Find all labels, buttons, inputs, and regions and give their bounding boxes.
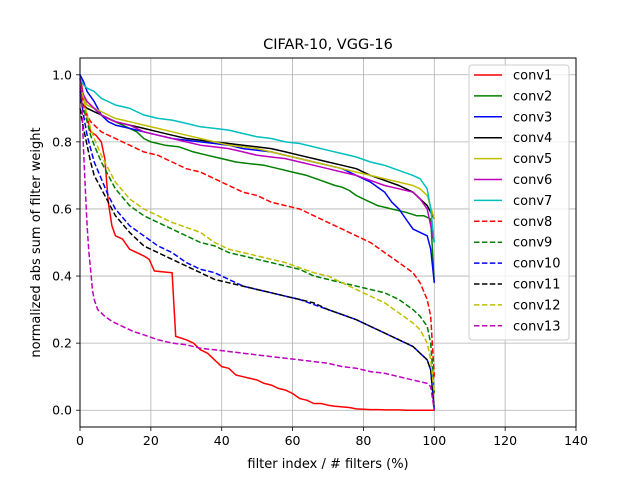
series-line-conv9 [79, 94, 436, 394]
x-tick-label: 60 [285, 433, 301, 448]
legend-label-conv7: conv7 [513, 194, 552, 209]
series-line-conv12 [79, 84, 436, 394]
y-tick-label: 0.8 [52, 134, 72, 149]
legend-label-conv4: conv4 [513, 131, 552, 146]
y-tick-label: 1.0 [52, 67, 72, 82]
legend-label-conv8: conv8 [513, 215, 552, 230]
series-line-conv7 [79, 77, 436, 243]
series-lines [79, 74, 436, 411]
x-tick-label: 100 [422, 433, 446, 448]
x-tick-label: 80 [355, 433, 371, 448]
series-line-conv3 [79, 74, 436, 283]
legend-label-conv11: conv11 [513, 278, 561, 293]
series-line-conv5 [79, 87, 436, 220]
series-line-conv13 [79, 78, 436, 411]
series-line-conv6 [79, 84, 436, 243]
y-tick-label: 0.6 [52, 201, 72, 216]
y-tick-label: 0.0 [52, 403, 72, 418]
x-tick-label: 140 [564, 433, 588, 448]
legend-label-conv2: conv2 [513, 89, 552, 104]
series-line-conv8 [79, 88, 436, 377]
axis-ticks: 0 20 40 60 80 100 120 140 0.0 0.2 0.4 0.6 0.8 1.0 [52, 67, 588, 448]
plot-area-frame [79, 57, 577, 428]
legend-label-conv1: conv1 [513, 69, 552, 84]
x-tick-label: 40 [214, 433, 230, 448]
chart-title: CIFAR-10, VGG-16 [263, 37, 393, 53]
y-tick-label: 0.2 [52, 336, 72, 351]
y-axis-label: normalized abs sum of filter weight [29, 127, 44, 357]
legend-label-conv6: conv6 [513, 173, 552, 188]
x-axis-label: filter index / # filters (%) [247, 457, 408, 472]
legend-label-conv12: conv12 [513, 298, 561, 313]
legend-label-conv13: conv13 [513, 319, 561, 334]
legend: conv1 conv2 conv3 conv4 conv5 conv6 conv7 conv8… [468, 64, 570, 341]
legend-label-conv3: conv3 [513, 110, 552, 125]
y-tick-label: 0.4 [52, 269, 72, 284]
x-tick-label: 20 [143, 433, 159, 448]
series-line-conv1 [79, 74, 435, 411]
legend-label-conv5: conv5 [513, 152, 552, 167]
legend-box [468, 64, 570, 341]
x-tick-label: 120 [493, 433, 517, 448]
legend-label-conv10: conv10 [513, 257, 561, 272]
legend-label-conv9: conv9 [513, 236, 552, 251]
series-line-conv11 [79, 108, 436, 411]
x-tick-label: 0 [76, 433, 84, 448]
